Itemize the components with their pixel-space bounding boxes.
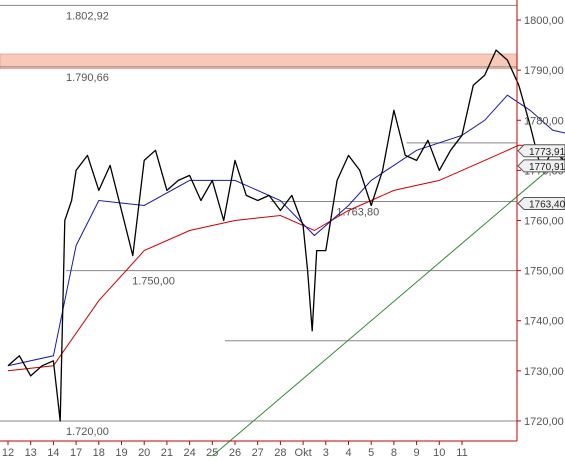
price-marker-label: 1770,91: [529, 162, 565, 173]
y-tick-label: 1780,00: [524, 115, 564, 127]
y-axis: 1800,001790,001780,001770,001760,001750,…: [517, 15, 564, 428]
x-tick-label: 13: [25, 447, 37, 459]
price-marker-box: [517, 144, 565, 158]
x-tick-label: 5: [368, 447, 374, 459]
y-tick-label: 1730,00: [524, 366, 564, 378]
level-label: 1.802,92: [66, 10, 109, 22]
level-label: 1.750,00: [132, 276, 175, 288]
trendline: [211, 155, 565, 457]
x-tick-label: 12: [2, 447, 14, 459]
x-tick-label: 26: [229, 447, 241, 459]
x-tick-label: 28: [274, 447, 286, 459]
price-marker-label: 1773,91: [529, 147, 565, 158]
y-tick-label: 1750,00: [524, 266, 564, 278]
price-marker-box: [517, 159, 565, 173]
x-tick-label: 25: [206, 447, 218, 459]
level-label: 1.790,66: [66, 72, 109, 84]
support-resistance-lines: 1.802,92 1.790,66 1.763,80 1.750,00 1.720,00: [0, 4, 517, 438]
x-tick-label: 14: [47, 447, 59, 459]
level-label: 1.763,80: [336, 206, 379, 218]
price-marker-label: 1763,40: [529, 199, 565, 210]
trendline-group: [211, 155, 565, 457]
x-tick-label: 4: [345, 447, 351, 459]
price-line: [7, 49, 565, 422]
x-tick-label: 20: [138, 447, 150, 459]
y-tick-label: 1740,00: [524, 316, 564, 328]
x-tick-label: 17: [70, 447, 82, 459]
x-tick-label: 3: [323, 447, 329, 459]
x-tick-label: 21: [161, 447, 173, 459]
price-markers: 1773,91 1770,91 1763,40: [517, 144, 565, 210]
price-marker-box: [517, 196, 565, 210]
level-label: 1.720,00: [66, 426, 109, 438]
x-tick-label: 11: [456, 447, 467, 459]
x-tick-label: 8: [391, 447, 397, 459]
x-tick-label: 27: [252, 447, 264, 459]
y-tick-label: 1800,00: [524, 15, 564, 27]
x-tick-label: Okt: [295, 447, 312, 459]
y-tick-label: 1760,00: [524, 216, 564, 228]
x-tick-label: 18: [93, 447, 105, 459]
x-tick-label: 19: [115, 447, 127, 459]
y-tick-label: 1790,00: [524, 65, 564, 77]
x-axis: 12 13 14 17 18 19 20 21 24 25 26 27 28 Okt 3 4 5 8 9 10 11: [2, 441, 468, 459]
moving-average-fast: [7, 94, 565, 367]
x-tick-label: 24: [183, 447, 195, 459]
y-tick-label: 1720,00: [524, 416, 564, 428]
x-tick-label: 10: [433, 447, 445, 459]
x-tick-label: 9: [414, 447, 420, 459]
